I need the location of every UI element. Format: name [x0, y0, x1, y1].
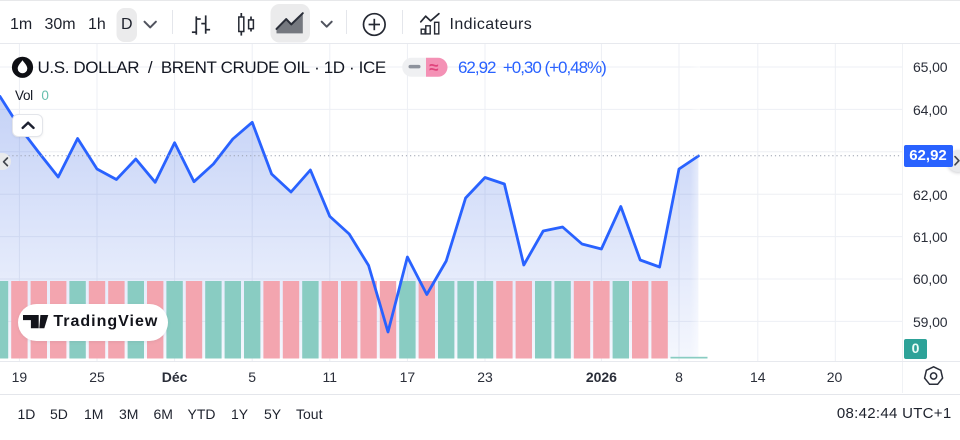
svg-text:≈: ≈	[429, 58, 438, 77]
